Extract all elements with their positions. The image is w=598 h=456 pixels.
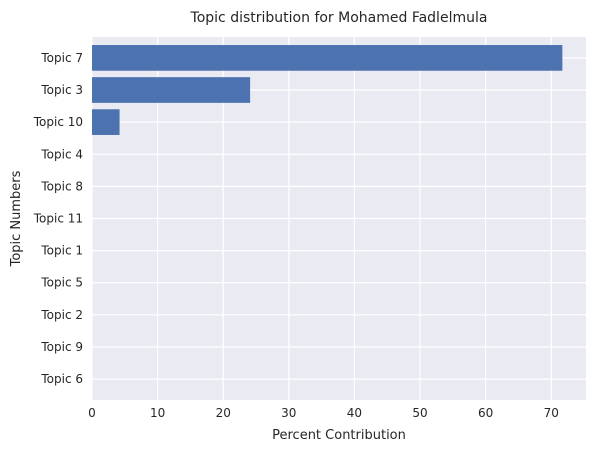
bars — [92, 45, 563, 135]
y-tick-label: Topic 8 — [40, 179, 83, 193]
x-tick-label: 60 — [478, 406, 493, 420]
x-tick-label: 50 — [412, 406, 427, 420]
y-tick-label: Topic 1 — [40, 244, 83, 258]
x-tick-label: 20 — [216, 406, 231, 420]
y-axis-label: Topic Numbers — [9, 170, 24, 267]
y-tick-label: Topic 4 — [40, 147, 83, 161]
x-tick-label: 40 — [347, 406, 362, 420]
x-tick-label: 30 — [281, 406, 296, 420]
y-tick-label: Topic 7 — [40, 51, 83, 65]
x-axis-label: Percent Contribution — [272, 428, 406, 443]
x-tick-label: 0 — [88, 406, 96, 420]
bar-topic-7 — [92, 45, 563, 71]
x-tick-label: 10 — [150, 406, 165, 420]
y-tick-labels: Topic 7 Topic 3 Topic 10 Topic 4 Topic 8 Topi… — [33, 51, 83, 386]
y-tick-label: Topic 11 — [33, 212, 83, 226]
y-tick-label: Topic 2 — [40, 308, 83, 322]
bar-topic-3 — [92, 77, 251, 103]
y-tick-label: Topic 10 — [33, 115, 83, 129]
y-tick-label: Topic 3 — [40, 83, 83, 97]
x-tick-label: 70 — [544, 406, 559, 420]
y-tick-label: Topic 6 — [40, 372, 83, 386]
bar-topic-10 — [92, 109, 120, 135]
chart-title: Topic distribution for Mohamed Fadlelmul… — [190, 10, 488, 26]
y-tick-label: Topic 9 — [40, 340, 83, 354]
y-tick-label: Topic 5 — [40, 276, 83, 290]
x-tick-labels: 0 10 20 30 40 50 60 70 — [88, 406, 559, 420]
